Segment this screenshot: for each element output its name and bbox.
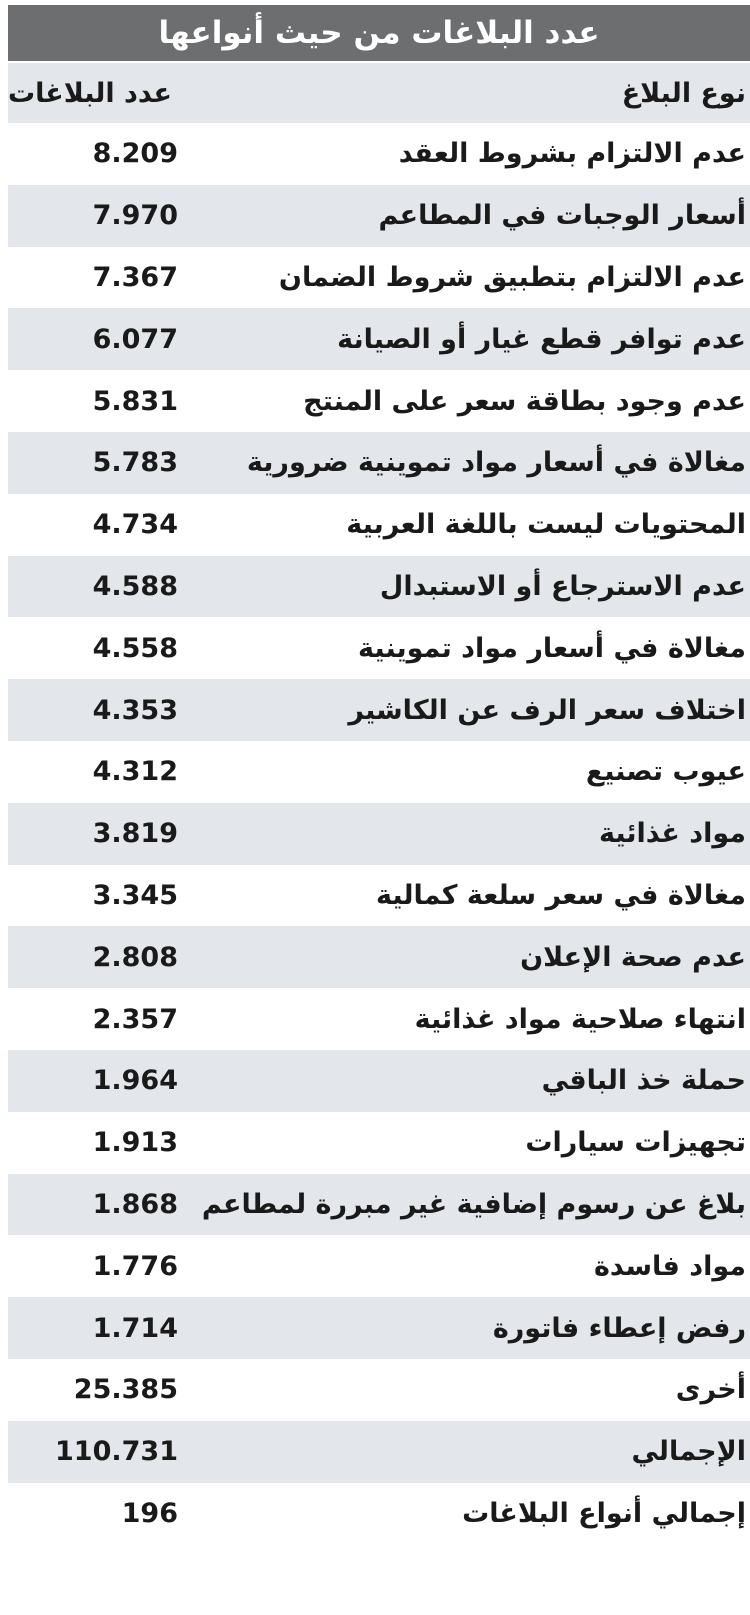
table-row: اختلاف سعر الرف عن الكاشير 4.353	[8, 679, 750, 741]
table-row: رفض إعطاء فاتورة 1.714	[8, 1297, 750, 1359]
table-row: أخرى 25.385	[8, 1359, 750, 1421]
report-count-cell: 1.913	[92, 1127, 178, 1159]
table-row: مغالاة في أسعار مواد تموينية 4.558	[8, 617, 750, 679]
table-row: مغالاة في سعر سلعة كمالية 3.345	[8, 865, 750, 927]
table-row: أسعار الوجبات في المطاعم 7.970	[8, 184, 750, 247]
report-count-cell: 1.776	[92, 1250, 178, 1282]
report-count-cell: 4.588	[92, 570, 178, 602]
report-type-cell: المحتويات ليست باللغة العربية	[346, 509, 746, 541]
table-row: بلاغ عن رسوم إضافية غير مبررة لمطاعم 1.86…	[8, 1173, 750, 1236]
report-count-cell: 1.868	[92, 1188, 178, 1220]
report-type-cell: مغالاة في أسعار مواد تموينية ضرورية	[246, 447, 746, 479]
table-row: المحتويات ليست باللغة العربية 4.734	[8, 494, 750, 556]
report-type-cell: الإجمالي	[631, 1436, 746, 1468]
report-count-cell: 4.312	[92, 756, 178, 788]
report-count-cell: 7.970	[92, 200, 178, 232]
report-count-cell: 2.357	[92, 1003, 178, 1035]
report-type-cell: رفض إعطاء فاتورة	[492, 1312, 746, 1344]
table-row: عدم توافر قطع غيار أو الصيانة 6.077	[8, 308, 750, 371]
table-row: إجمالي أنواع البلاغات 196	[8, 1483, 750, 1545]
report-count-cell: 8.209	[92, 138, 178, 170]
table-row: عدم الالتزام بتطبيق شروط الضمان 7.367	[8, 247, 750, 309]
report-count-cell: 4.353	[92, 694, 178, 726]
report-type-cell: اختلاف سعر الرف عن الكاشير	[348, 694, 746, 726]
report-type-cell: أسعار الوجبات في المطاعم	[378, 200, 746, 232]
column-header-type: نوع البلاغ	[621, 77, 746, 109]
report-count-cell: 196	[121, 1497, 178, 1529]
report-count-cell: 2.808	[92, 941, 178, 973]
report-count-cell: 110.731	[55, 1436, 178, 1468]
report-count-cell: 1.964	[92, 1065, 178, 1097]
report-type-cell: مغالاة في أسعار مواد تموينية	[358, 632, 746, 664]
report-type-cell: أخرى	[675, 1374, 746, 1406]
report-type-cell: عدم وجود بطاقة سعر على المنتج	[303, 385, 746, 417]
report-type-cell: عدم الاسترجاع أو الاستبدال	[379, 570, 746, 602]
table-row: انتهاء صلاحية مواد غذائية 2.357	[8, 988, 750, 1050]
table-header-row: نوع البلاغ عدد البلاغات	[8, 63, 750, 123]
table-row: حملة خذ الباقي 1.964	[8, 1049, 750, 1112]
report-type-cell: تجهيزات سيارات	[525, 1127, 746, 1159]
report-count-cell: 5.831	[92, 385, 178, 417]
table-row: الإجمالي 110.731	[8, 1420, 750, 1483]
table-row: عدم الاسترجاع أو الاستبدال 4.588	[8, 555, 750, 618]
report-type-cell: انتهاء صلاحية مواد غذائية	[414, 1003, 746, 1035]
report-count-cell: 4.734	[92, 509, 178, 541]
report-count-cell: 3.819	[92, 818, 178, 850]
report-types-table: عدد البلاغات من حيث أنواعها نوع البلاغ ع…	[8, 5, 750, 1544]
table-row: عدم صحة الإعلان 2.808	[8, 926, 750, 989]
report-count-cell: 3.345	[92, 879, 178, 911]
report-type-cell: مواد فاسدة	[593, 1250, 746, 1282]
table-row: عيوب تصنيع 4.312	[8, 741, 750, 803]
report-type-cell: إجمالي أنواع البلاغات	[462, 1497, 746, 1529]
table-row: تجهيزات سيارات 1.913	[8, 1112, 750, 1174]
report-type-cell: مغالاة في سعر سلعة كمالية	[376, 879, 746, 911]
table-row: عدم وجود بطاقة سعر على المنتج 5.831	[8, 370, 750, 432]
report-count-cell: 4.558	[92, 632, 178, 664]
report-type-cell: بلاغ عن رسوم إضافية غير مبررة لمطاعم	[201, 1188, 746, 1220]
table-row: عدم الالتزام بشروط العقد 8.209	[8, 123, 750, 185]
report-count-cell: 7.367	[92, 261, 178, 293]
report-type-cell: عدم توافر قطع غيار أو الصيانة	[337, 323, 746, 355]
report-type-cell: عيوب تصنيع	[585, 756, 746, 788]
report-type-cell: عدم صحة الإعلان	[520, 941, 746, 973]
report-type-cell: عدم الالتزام بشروط العقد	[398, 138, 746, 170]
report-count-cell: 6.077	[92, 323, 178, 355]
table-row: مغالاة في أسعار مواد تموينية ضرورية 5.783	[8, 431, 750, 494]
table-row: مواد فاسدة 1.776	[8, 1235, 750, 1297]
report-count-cell: 25.385	[73, 1374, 178, 1406]
table-title: عدد البلاغات من حيث أنواعها	[8, 5, 750, 61]
report-type-cell: مواد غذائية	[599, 818, 746, 850]
table-row: مواد غذائية 3.819	[8, 802, 750, 865]
report-type-cell: حملة خذ الباقي	[541, 1065, 746, 1097]
report-type-cell: عدم الالتزام بتطبيق شروط الضمان	[278, 261, 746, 293]
report-count-cell: 1.714	[92, 1312, 178, 1344]
report-count-cell: 5.783	[92, 447, 178, 479]
column-header-count: عدد البلاغات	[8, 77, 172, 109]
